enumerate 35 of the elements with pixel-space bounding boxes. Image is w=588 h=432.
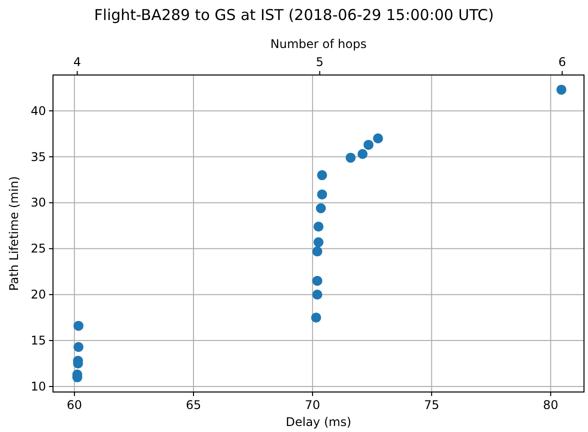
- x2-axis-title: Number of hops: [270, 37, 367, 51]
- point: [73, 320, 84, 331]
- x-tick-label: 75: [424, 398, 440, 412]
- x2-tick-label: 5: [316, 55, 324, 69]
- y-tick-label: 20: [30, 288, 46, 302]
- point: [373, 133, 384, 144]
- x-tick-label: 70: [304, 398, 320, 412]
- x-tick-label: 60: [66, 398, 82, 412]
- point: [312, 246, 322, 256]
- y-tick-label: 25: [30, 242, 46, 256]
- y-tick-label: 10: [30, 379, 46, 394]
- y-tick-label: 15: [30, 334, 46, 348]
- point: [311, 312, 322, 323]
- x-axis-title: Delay (ms): [286, 415, 352, 429]
- point: [358, 149, 368, 160]
- y-tick-label: 35: [30, 150, 46, 164]
- x-tick-label: 80: [543, 398, 558, 412]
- point: [317, 170, 328, 180]
- x2-tick-label: 6: [558, 55, 566, 69]
- point: [314, 222, 324, 232]
- chart-title: Flight-BA289 to GS at IST (2018-06-29 15:00:00 UTC): [94, 6, 494, 24]
- point: [364, 140, 374, 150]
- point: [346, 152, 356, 163]
- y-axis-title: Path Lifetime (min): [7, 176, 21, 291]
- point: [316, 203, 326, 214]
- point: [317, 189, 328, 200]
- x-tick-label: 65: [186, 398, 202, 412]
- y-tick-label: 40: [30, 104, 46, 118]
- point: [312, 290, 322, 300]
- y-tick-label: 30: [30, 196, 46, 210]
- point: [314, 237, 324, 248]
- point: [312, 276, 322, 286]
- point: [73, 342, 84, 352]
- x2-tick-label: 4: [73, 55, 82, 69]
- point: [556, 84, 566, 95]
